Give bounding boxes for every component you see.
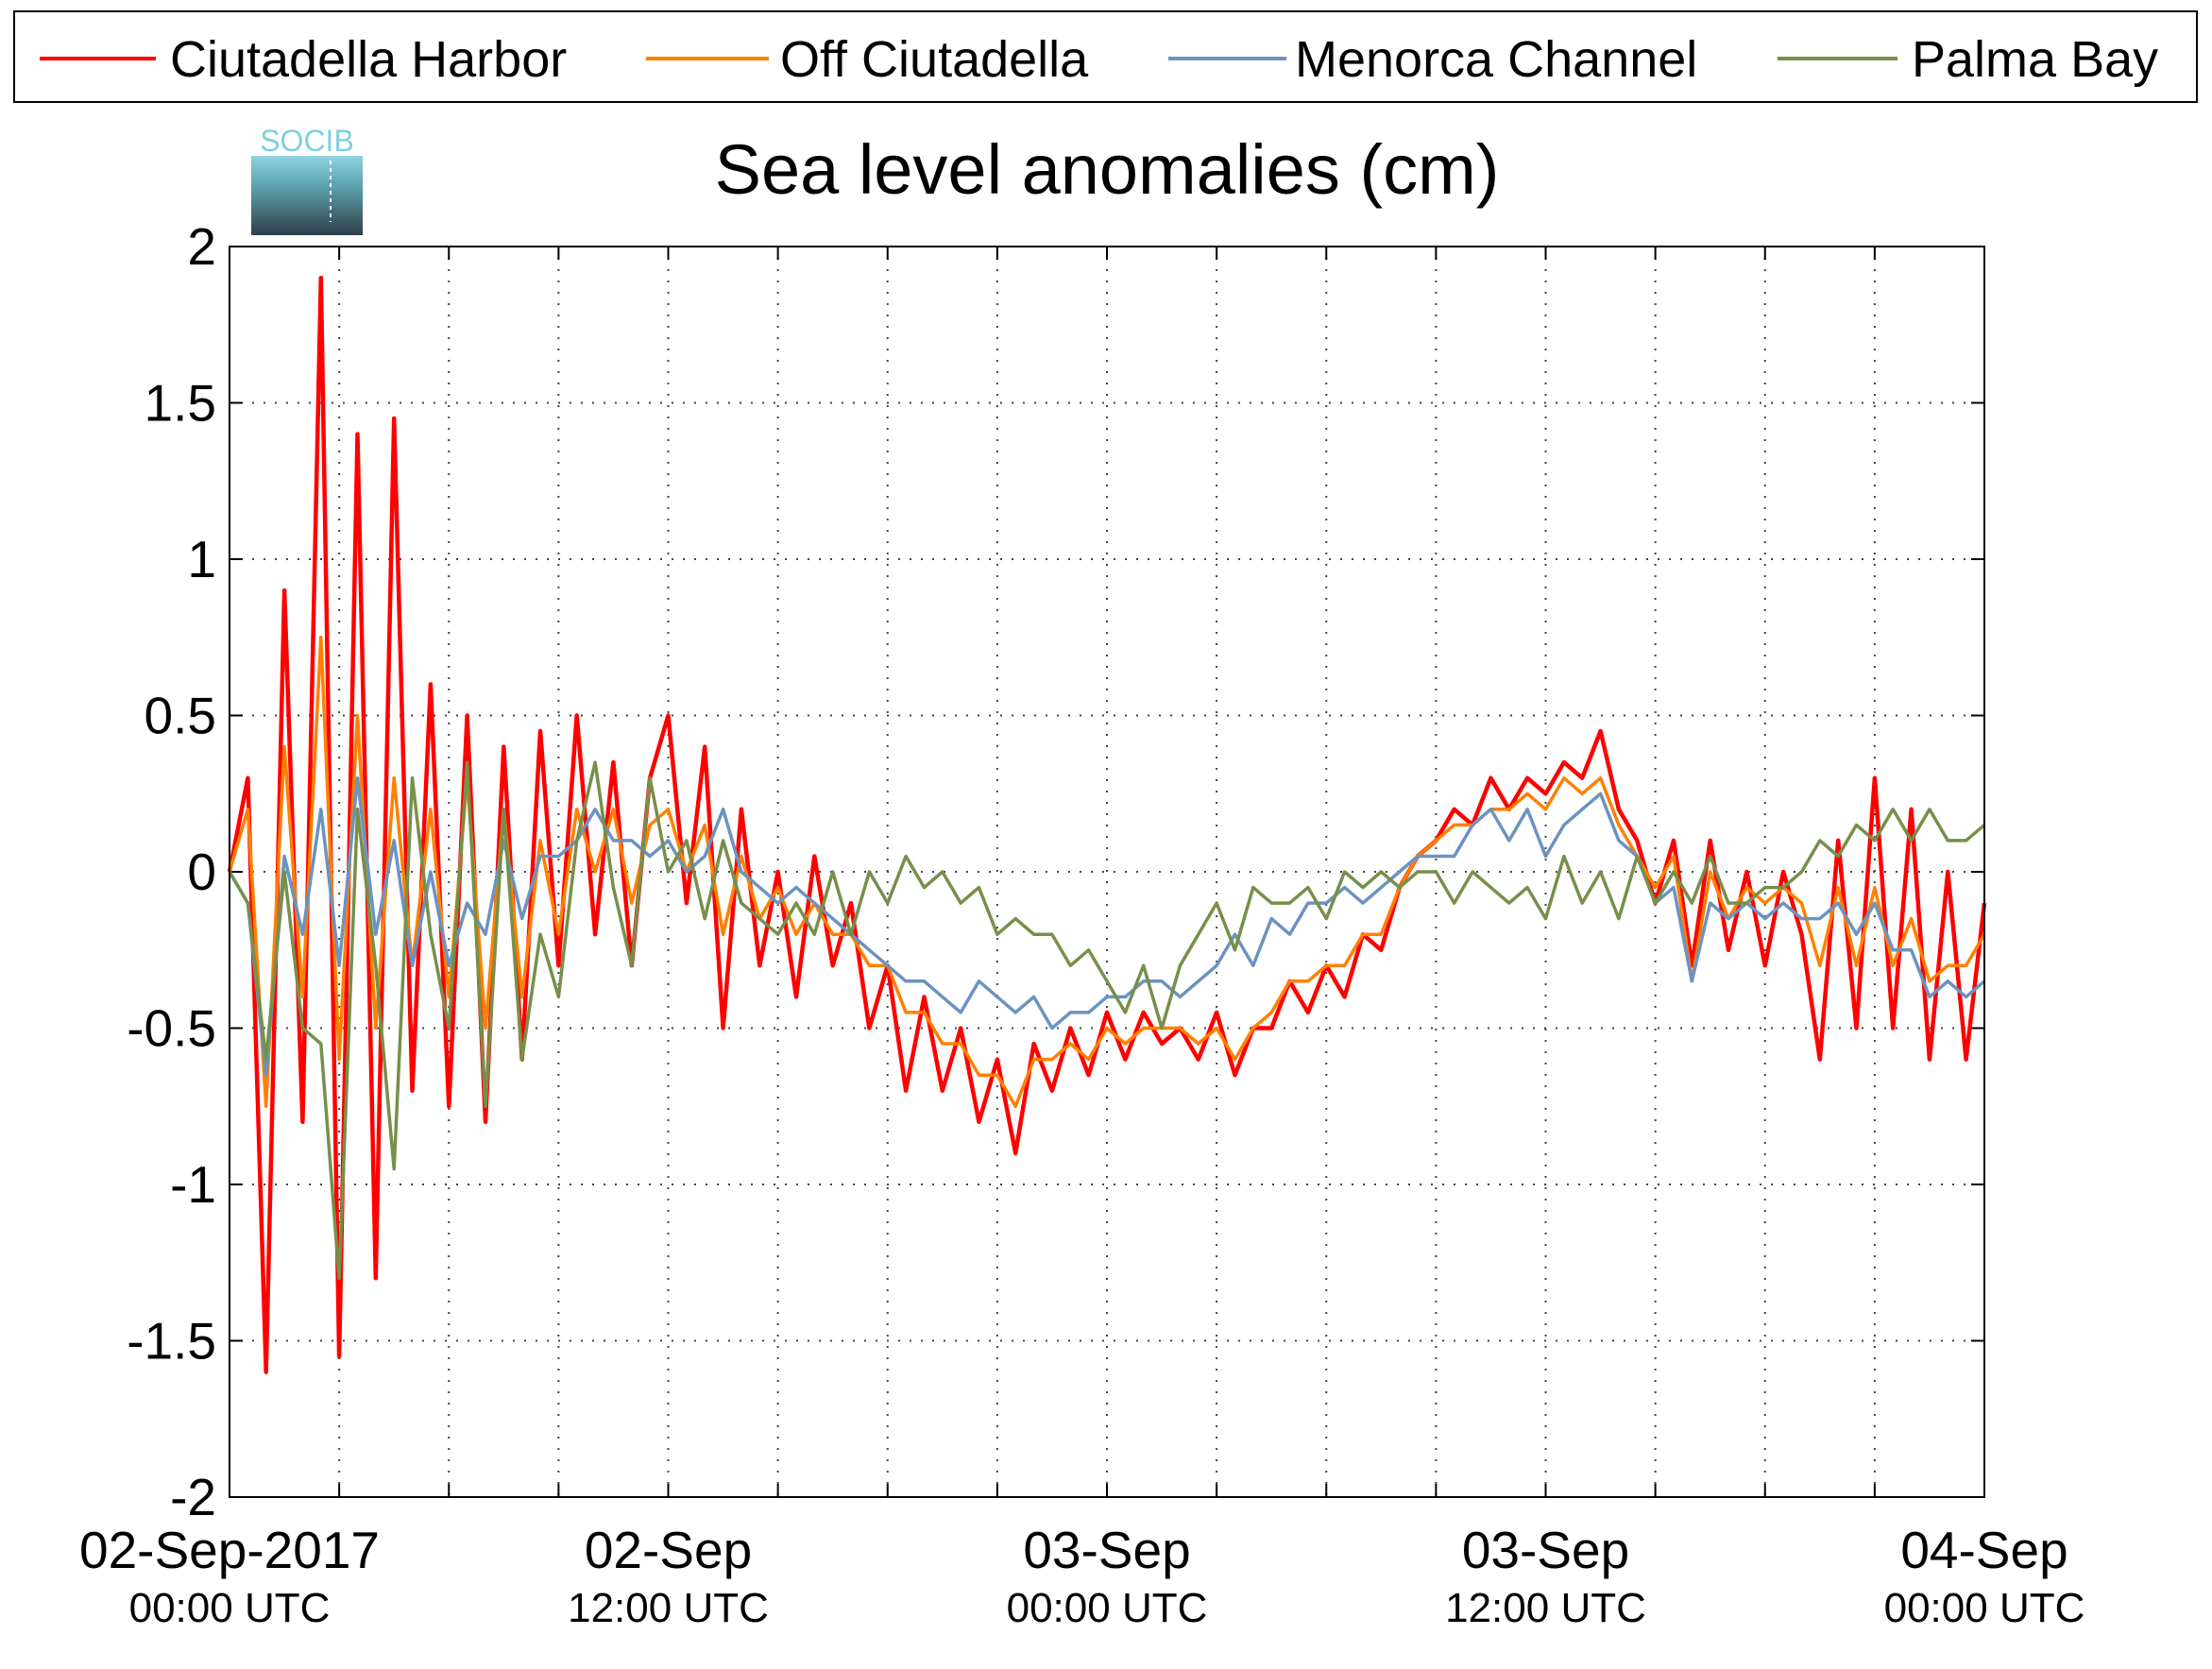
y-tick-label: -1 (170, 1155, 216, 1214)
y-tick-label: -2 (170, 1468, 216, 1526)
x-tick-sublabel: 00:00 UTC (1007, 1585, 1208, 1631)
x-tick-label: 02-Sep-2017 (79, 1521, 380, 1579)
x-tick-label: 04-Sep (1900, 1521, 2067, 1579)
y-tick-label: 0.5 (145, 687, 216, 745)
series-line (228, 775, 1986, 1077)
x-tick-sublabel: 00:00 UTC (129, 1585, 331, 1631)
x-tick-label: 02-Sep (585, 1521, 752, 1579)
y-tick-label: 1.5 (145, 374, 216, 433)
logo (251, 156, 363, 235)
x-tick-label: 03-Sep (1023, 1521, 1190, 1579)
logo-text: SOCIB (260, 124, 354, 158)
legend-label: Ciutadella Harbor (170, 31, 567, 88)
x-tick-label: 03-Sep (1462, 1521, 1629, 1579)
y-tick-label: -1.5 (127, 1312, 216, 1371)
legend-label: Palma Bay (1912, 31, 2158, 88)
chart-title: Sea level anomalies (cm) (715, 130, 1500, 209)
y-tick-label: 0 (187, 843, 216, 901)
plot-frame (229, 246, 1985, 1498)
logo-image (251, 156, 363, 235)
x-tick-sublabel: 00:00 UTC (1884, 1585, 2085, 1631)
legend-label: Menorca Channel (1295, 31, 1697, 88)
x-tick-sublabel: 12:00 UTC (1445, 1585, 1646, 1631)
y-tick-label: -0.5 (127, 999, 216, 1058)
series-line (228, 760, 1986, 1281)
legend-label: Off Ciutadella (780, 31, 1089, 88)
y-tick-label: 2 (187, 217, 216, 276)
y-tick-label: 1 (187, 530, 216, 588)
x-tick-sublabel: 12:00 UTC (568, 1585, 769, 1631)
